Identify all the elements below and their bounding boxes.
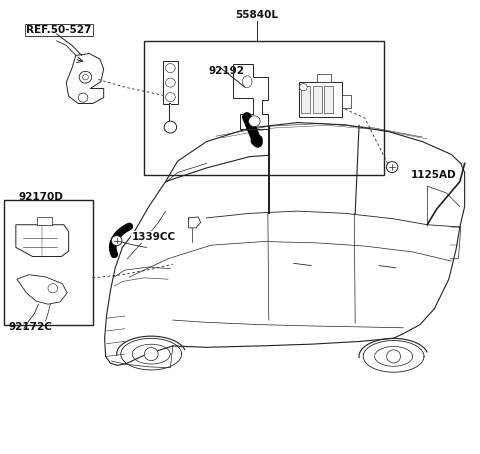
Bar	[37, 217, 52, 225]
Circle shape	[386, 162, 398, 173]
Circle shape	[78, 93, 88, 102]
Bar	[342, 95, 351, 108]
Circle shape	[300, 84, 307, 91]
Text: REF.50-527: REF.50-527	[26, 25, 92, 35]
Text: 92192: 92192	[209, 66, 245, 76]
Bar	[324, 86, 333, 113]
Bar	[317, 74, 331, 82]
Text: 1125AD: 1125AD	[410, 170, 456, 180]
Bar	[4, 200, 93, 325]
Bar	[313, 86, 322, 113]
Circle shape	[79, 71, 92, 83]
Text: 1339CC: 1339CC	[132, 232, 176, 242]
Circle shape	[144, 348, 158, 360]
Bar	[299, 82, 342, 117]
Bar	[144, 41, 384, 175]
Text: 55840L: 55840L	[235, 10, 278, 20]
Circle shape	[83, 74, 88, 80]
Text: 92172C: 92172C	[9, 322, 52, 332]
Circle shape	[249, 116, 260, 127]
Circle shape	[164, 121, 177, 133]
Circle shape	[387, 350, 400, 363]
Text: 92170D: 92170D	[18, 192, 63, 202]
Circle shape	[48, 284, 58, 293]
Circle shape	[111, 236, 122, 246]
Bar	[301, 86, 310, 113]
